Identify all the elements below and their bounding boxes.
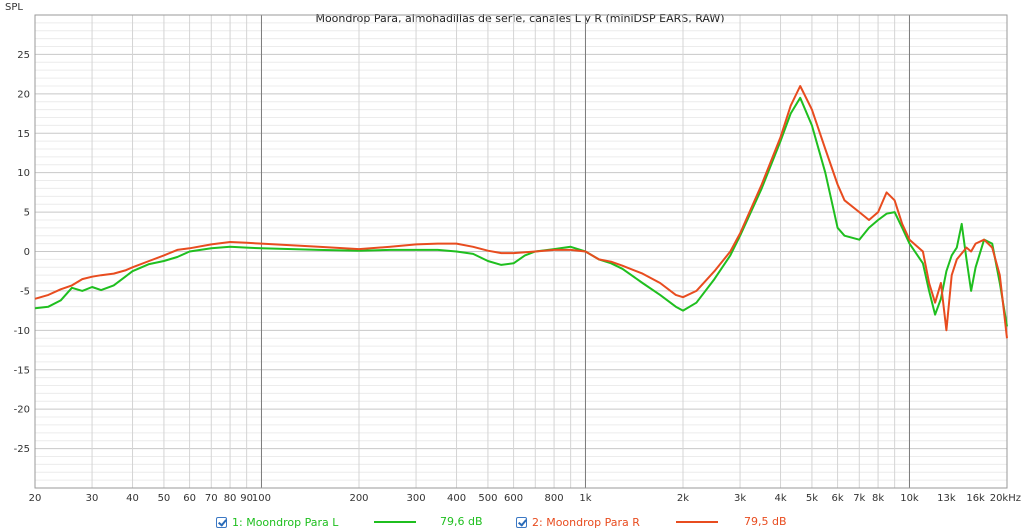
checkbox-left-icon[interactable]: [216, 516, 227, 528]
x-tick-label: 8k: [872, 493, 884, 504]
x-tick-label: 3k: [734, 493, 746, 504]
grid-lines: [34, 14, 1008, 489]
x-tick-label: 80: [224, 493, 237, 504]
x-tick-label: 16k: [966, 493, 985, 504]
y-tick-label: -20: [14, 405, 30, 416]
y-tick-label: 0: [24, 247, 30, 258]
x-tick-label: 1k: [579, 493, 591, 504]
legend-swatch-right: [676, 521, 718, 523]
x-tick-label: 5k: [806, 493, 818, 504]
x-tick-label: 100: [252, 493, 271, 504]
x-tick-label: 400: [447, 493, 466, 504]
x-tick-label: 30: [86, 493, 99, 504]
x-tick-label: 4k: [774, 493, 786, 504]
frequency-response-chart: SPL Moondrop Para, almohadillas de serie…: [5, 2, 1021, 504]
x-tick-label: 600: [504, 493, 523, 504]
legend-value-right: 79,5 dB: [744, 515, 787, 528]
y-tick-label: -25: [14, 444, 30, 455]
x-tick-label: 90: [240, 493, 253, 504]
legend-item-right[interactable]: 2: Moondrop Para R: [516, 515, 640, 529]
y-tick-label: 20: [17, 89, 30, 100]
x-tick-label: 200: [349, 493, 368, 504]
x-tick-label: 40: [126, 493, 139, 504]
y-tick-label: -5: [20, 286, 30, 297]
y-tick-labels: 25 20 15 10 5 0 -5 -10 -15 -20 -25: [14, 50, 30, 455]
y-tick-label: -10: [14, 326, 30, 337]
legend-label-left: 1: Moondrop Para L: [232, 515, 339, 529]
x-tick-label: 300: [407, 493, 426, 504]
x-tick-label: 20kHz: [990, 493, 1021, 504]
plot-frame: [34, 14, 1008, 489]
x-tick-label: 10k: [900, 493, 919, 504]
series-line-left: [34, 96, 1008, 327]
legend-value-left: 79,6 dB: [440, 515, 483, 528]
y-tick-label: 25: [17, 50, 30, 61]
legend-item-left[interactable]: 1: Moondrop Para L: [216, 515, 338, 529]
x-tick-label: 2k: [677, 493, 689, 504]
x-tick-label: 800: [545, 493, 564, 504]
legend: 1: Moondrop Para L 79,6 dB 2: Moondrop P…: [0, 512, 1024, 532]
checkbox-right-icon[interactable]: [516, 516, 527, 528]
y-axis-label: SPL: [5, 2, 23, 13]
legend-swatch-left: [374, 521, 416, 523]
y-tick-label: -15: [14, 365, 30, 376]
series-lines: [34, 85, 1008, 339]
series-line-right: [34, 85, 1008, 339]
legend-label-right: 2: Moondrop Para R: [532, 515, 640, 529]
x-tick-label: 500: [478, 493, 497, 504]
x-tick-label: 50: [158, 493, 171, 504]
x-tick-label: 60: [183, 493, 196, 504]
y-tick-label: 15: [17, 129, 30, 140]
x-tick-label: 20: [29, 493, 42, 504]
x-tick-label: 7k: [853, 493, 865, 504]
x-tick-label: 6k: [832, 493, 844, 504]
y-tick-label: 10: [17, 168, 30, 179]
y-tick-label: 5: [24, 208, 30, 219]
x-tick-label: 70: [205, 493, 218, 504]
x-tick-label: 13k: [937, 493, 956, 504]
